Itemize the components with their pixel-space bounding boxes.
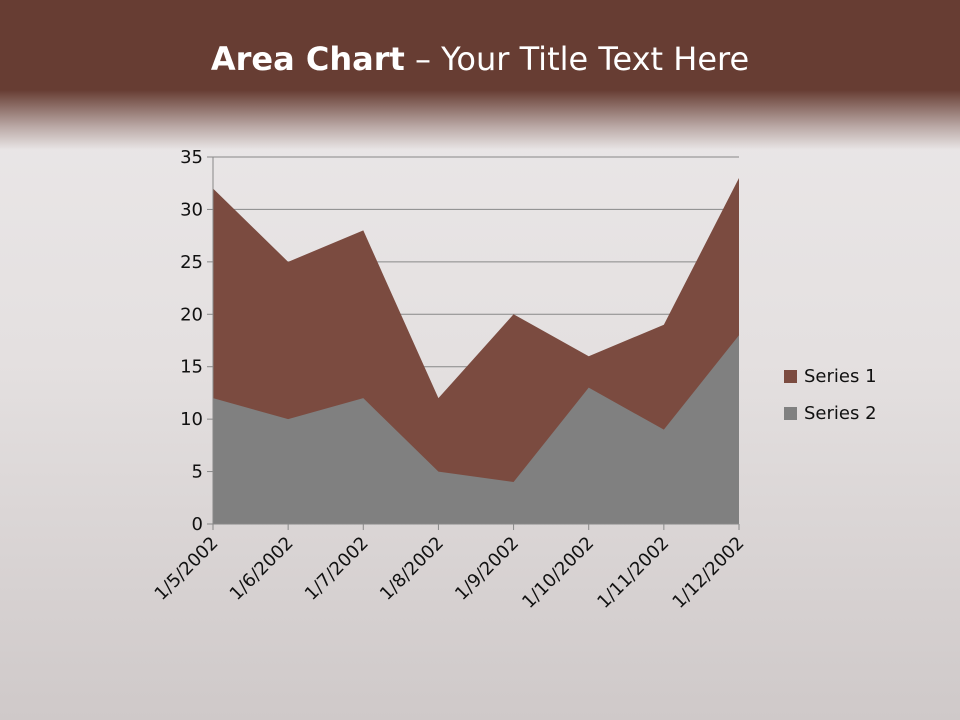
y-tick-label: 20 (180, 304, 203, 325)
x-tick-label: 1/9/2002 (451, 533, 523, 605)
legend-item-series-2: Series 2 (784, 395, 877, 432)
x-tick-label: 1/7/2002 (301, 533, 373, 605)
legend-swatch (784, 370, 797, 383)
area-series-2 (213, 335, 739, 524)
y-tick-label: 0 (192, 514, 203, 535)
y-tick-label: 30 (180, 199, 203, 220)
x-tick-label: 1/8/2002 (376, 533, 448, 605)
legend-swatch (784, 407, 797, 420)
y-tick-label: 15 (180, 357, 203, 378)
x-tick-label: 1/11/2002 (593, 533, 673, 613)
x-tick-label: 1/12/2002 (668, 533, 748, 613)
legend-item-series-1: Series 1 (784, 358, 877, 395)
title-banner (0, 0, 960, 150)
y-tick-label: 5 (192, 462, 203, 483)
y-tick-label: 35 (180, 147, 203, 168)
legend: Series 1 Series 2 (784, 358, 877, 432)
y-tick-label: 25 (180, 252, 203, 273)
x-tick-label: 1/10/2002 (518, 533, 598, 613)
x-tick-label: 1/6/2002 (226, 533, 298, 605)
slide-title: Area Chart – Your Title Text Here (210, 40, 750, 78)
x-tick-label: 1/5/2002 (151, 533, 223, 605)
y-tick-label: 10 (180, 409, 203, 430)
